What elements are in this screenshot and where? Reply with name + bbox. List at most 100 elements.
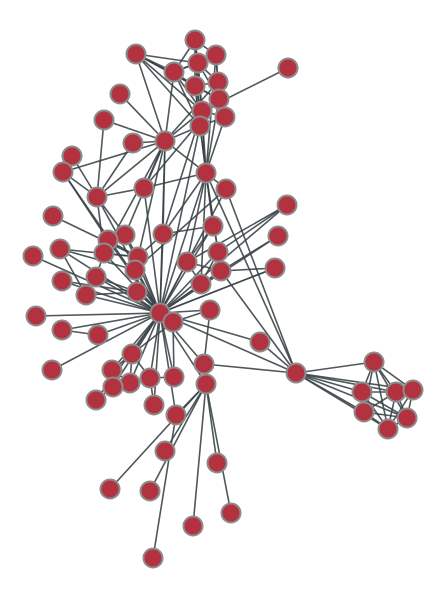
graph-node bbox=[61, 145, 83, 167]
graph-edge bbox=[61, 280, 161, 314]
graph-edge bbox=[134, 188, 227, 271]
graph-edge bbox=[149, 312, 161, 379]
graph-edge bbox=[159, 251, 219, 314]
graph-node bbox=[214, 106, 236, 128]
graph-edge bbox=[59, 248, 161, 314]
graph-edge bbox=[164, 81, 219, 142]
graph-edge bbox=[96, 140, 166, 198]
graph-edge bbox=[96, 119, 105, 198]
graph-node bbox=[267, 225, 289, 247]
graph-edge bbox=[295, 372, 408, 419]
graph-edge bbox=[205, 383, 232, 514]
graph-edge bbox=[164, 71, 175, 142]
graph-node bbox=[220, 502, 242, 524]
graph-node bbox=[25, 305, 47, 327]
graph-node bbox=[163, 61, 185, 83]
graph-edge bbox=[159, 172, 207, 314]
graph-edge bbox=[103, 119, 166, 142]
graph-node bbox=[385, 381, 407, 403]
graph-node bbox=[162, 311, 184, 333]
graph-edge bbox=[149, 383, 207, 492]
graph-node bbox=[210, 260, 232, 282]
graph-edge bbox=[373, 361, 389, 430]
graph-edge bbox=[129, 312, 161, 384]
graph-edge bbox=[192, 383, 207, 527]
graph-node bbox=[85, 266, 107, 288]
graph-node bbox=[109, 83, 131, 105]
graph-node bbox=[87, 324, 109, 346]
graph-edge bbox=[143, 187, 161, 314]
graph-node bbox=[193, 353, 215, 375]
graph-node bbox=[249, 331, 271, 353]
graph-edge bbox=[159, 267, 276, 314]
graph-node bbox=[276, 194, 298, 216]
graph-node bbox=[133, 177, 155, 199]
graph-node bbox=[195, 162, 217, 184]
graph-node bbox=[119, 372, 141, 394]
graph-node bbox=[139, 367, 161, 389]
graph-node bbox=[41, 359, 63, 381]
graph-edge bbox=[220, 270, 297, 374]
graph-edge bbox=[186, 172, 207, 263]
graph-edge bbox=[96, 142, 134, 198]
graph-node bbox=[42, 205, 64, 227]
graph-node bbox=[176, 251, 198, 273]
graph-node bbox=[93, 109, 115, 131]
graph-node bbox=[377, 418, 399, 440]
graph-edge bbox=[135, 53, 203, 112]
graph-edge bbox=[205, 172, 297, 374]
graph-edge bbox=[152, 414, 177, 559]
graph-node bbox=[86, 186, 108, 208]
graph-edge bbox=[62, 140, 166, 173]
graph-node bbox=[51, 319, 73, 341]
graph-edge bbox=[203, 363, 297, 374]
graph-node bbox=[165, 404, 187, 426]
graph-node bbox=[102, 376, 124, 398]
graph-node bbox=[85, 389, 107, 411]
graph-node bbox=[363, 351, 385, 373]
graph-node bbox=[402, 379, 424, 401]
graph-node bbox=[215, 178, 237, 200]
graph-edge bbox=[97, 312, 161, 336]
graph-edge bbox=[52, 215, 139, 258]
node-layer bbox=[22, 29, 424, 569]
graph-node bbox=[93, 242, 115, 264]
graph-node bbox=[206, 452, 228, 474]
graph-node bbox=[52, 161, 74, 183]
graph-edge bbox=[119, 93, 166, 142]
graph-node bbox=[353, 401, 375, 423]
graph-edge bbox=[295, 372, 363, 393]
graph-node bbox=[184, 29, 206, 51]
graph-node bbox=[202, 215, 224, 237]
graph-node bbox=[154, 440, 176, 462]
graph-node bbox=[182, 515, 204, 537]
graph-node bbox=[163, 366, 185, 388]
graph-node bbox=[75, 284, 97, 306]
graph-node bbox=[139, 480, 161, 502]
graph-node bbox=[277, 57, 299, 79]
graph-edge bbox=[225, 188, 297, 374]
graph-edge bbox=[85, 294, 161, 314]
graph-edge bbox=[159, 233, 164, 314]
graph-node bbox=[154, 130, 176, 152]
graph-edge bbox=[186, 204, 288, 263]
graph-node bbox=[351, 381, 373, 403]
graph-node bbox=[126, 281, 148, 303]
graph-edge bbox=[162, 172, 207, 235]
graph-node bbox=[184, 75, 206, 97]
graph-node bbox=[285, 362, 307, 384]
graph-edge bbox=[295, 361, 375, 374]
graph-node bbox=[208, 88, 230, 110]
graph-node bbox=[187, 52, 209, 74]
graph-node bbox=[49, 238, 71, 260]
graph-node bbox=[125, 43, 147, 65]
graph-edge bbox=[111, 312, 161, 371]
graph-node bbox=[22, 245, 44, 267]
graph-node bbox=[142, 547, 164, 569]
graph-edge bbox=[109, 383, 207, 490]
graph-edge bbox=[135, 53, 166, 142]
graph-node bbox=[189, 115, 211, 137]
graph-edge bbox=[143, 172, 207, 189]
graph-node bbox=[124, 259, 146, 281]
